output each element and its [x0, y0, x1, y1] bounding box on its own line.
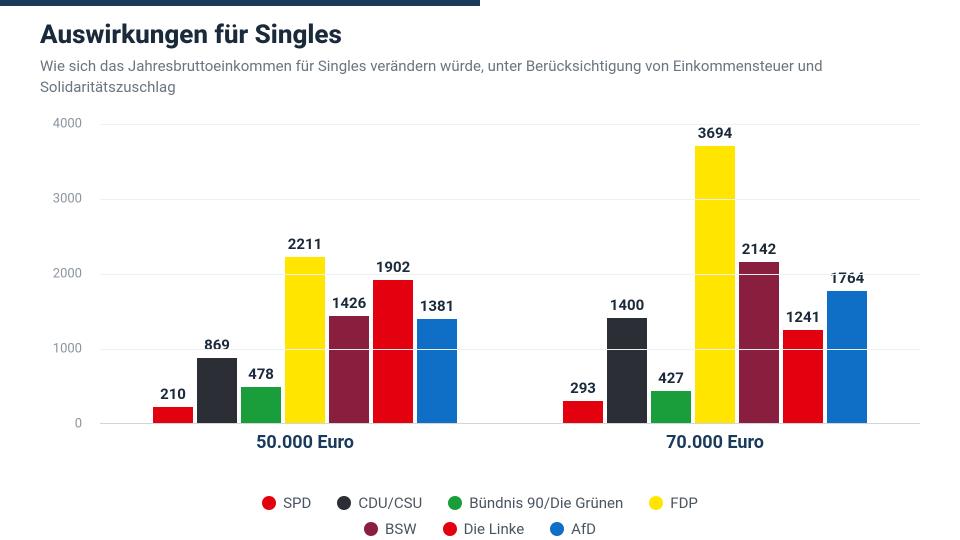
gridline	[100, 199, 920, 200]
bar-value-label: 1400	[610, 296, 644, 314]
bar: 1241	[783, 330, 823, 423]
y-tick-label: 4000	[53, 117, 82, 132]
legend-item: Die Linke	[443, 520, 525, 538]
y-tick-label: 2000	[53, 267, 82, 282]
x-axis-labels: 50.000 Euro 70.000 Euro	[100, 432, 920, 453]
bar-value-label: 3694	[698, 124, 732, 142]
bar: 3694	[695, 146, 735, 423]
legend-swatch	[262, 496, 276, 510]
legend-item: SPD	[262, 494, 311, 512]
bar: 478	[241, 387, 281, 423]
legend-item: BSW	[364, 520, 417, 538]
gridline	[100, 349, 920, 350]
bar-value-label: 1241	[786, 308, 820, 326]
legend-row: BSW Die Linke AfD	[80, 520, 880, 538]
legend-item: Bündnis 90/Die Grünen	[448, 494, 623, 512]
gridline	[100, 274, 920, 275]
bar: 1426	[329, 316, 369, 423]
bar: 869	[197, 358, 237, 423]
bar: 1400	[607, 318, 647, 423]
y-tick-label: 3000	[53, 192, 82, 207]
bar: 210	[153, 407, 193, 423]
header: Auswirkungen für Singles Wie sich das Ja…	[0, 6, 960, 106]
legend-label: CDU/CSU	[358, 494, 422, 512]
legend-swatch	[364, 522, 378, 536]
x-axis-label: 50.000 Euro	[256, 432, 354, 453]
bar: 293	[563, 401, 603, 423]
bar-value-label: 2142	[742, 240, 776, 258]
legend-swatch	[448, 496, 462, 510]
chart-subtitle: Wie sich das Jahresbruttoeinkommen für S…	[40, 56, 900, 98]
legend-label: Bündnis 90/Die Grünen	[469, 494, 623, 512]
bar: 1381	[417, 319, 457, 423]
bar-value-label: 2211	[288, 235, 322, 253]
x-axis-label: 70.000 Euro	[666, 432, 764, 453]
y-tick-label: 0	[75, 417, 82, 432]
bar: 1764	[827, 291, 867, 423]
bar: 2211	[285, 257, 325, 423]
bar: 427	[651, 391, 691, 423]
plot-region: 2108694782211142619021381293140042736942…	[100, 124, 920, 424]
legend: SPD CDU/CSU Bündnis 90/Die Grünen FDP BSW Die…	[0, 494, 960, 538]
bar: 2142	[739, 262, 779, 423]
y-tick-label: 1000	[53, 342, 82, 357]
bar-value-label: 1381	[420, 297, 454, 315]
legend-swatch	[550, 522, 564, 536]
bar-value-label: 210	[160, 385, 186, 403]
chart-area: 01000200030004000 2108694782211142619021…	[40, 124, 920, 464]
legend-swatch	[337, 496, 351, 510]
bar-value-label: 1764	[830, 269, 864, 287]
legend-label: AfD	[571, 520, 596, 538]
gridline	[100, 124, 920, 125]
bar-value-label: 478	[248, 365, 274, 383]
legend-label: Die Linke	[464, 520, 525, 538]
legend-swatch	[649, 496, 663, 510]
bar-value-label: 1426	[332, 294, 366, 312]
bar-value-label: 293	[570, 379, 596, 397]
legend-item: CDU/CSU	[337, 494, 422, 512]
legend-label: BSW	[385, 520, 417, 538]
bar-value-label: 869	[204, 336, 230, 354]
legend-item: FDP	[649, 494, 698, 512]
legend-swatch	[443, 522, 457, 536]
legend-label: FDP	[670, 494, 698, 512]
bar-value-label: 427	[658, 369, 684, 387]
y-axis: 01000200030004000	[40, 124, 90, 424]
legend-label: SPD	[283, 494, 311, 512]
legend-item: AfD	[550, 520, 596, 538]
chart-title: Auswirkungen für Singles	[40, 20, 920, 50]
bar: 1902	[373, 280, 413, 423]
